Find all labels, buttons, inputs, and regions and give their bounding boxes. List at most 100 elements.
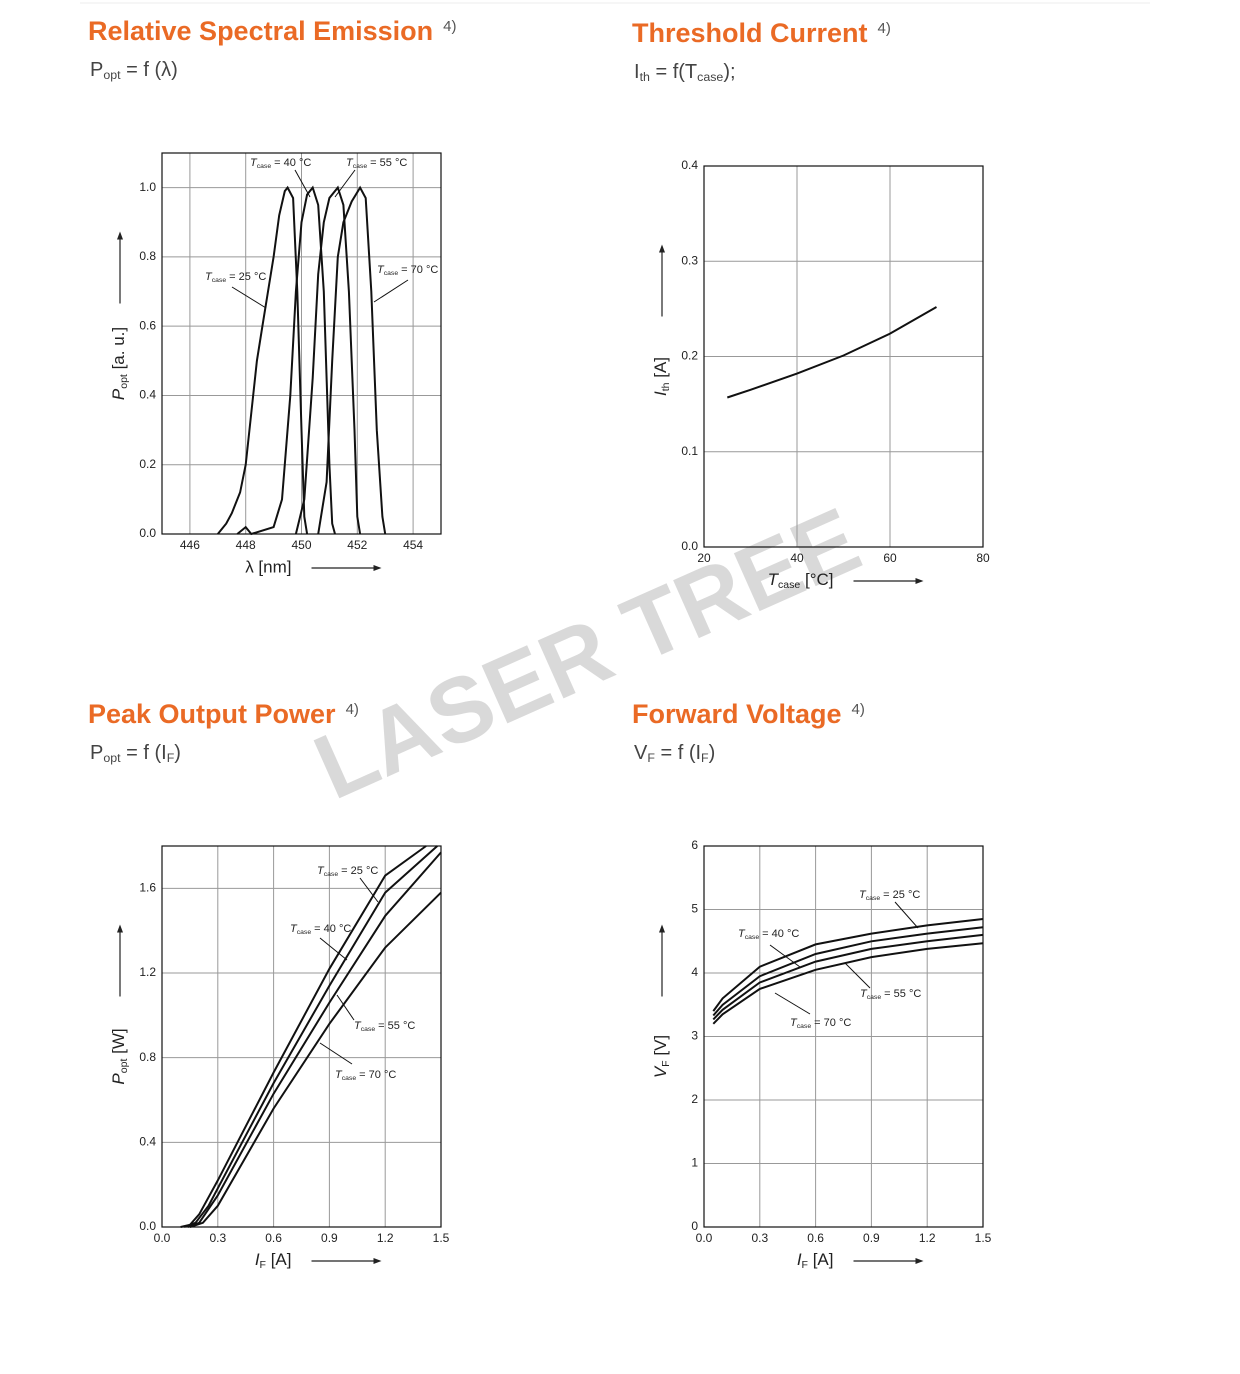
data-line	[712, 918, 984, 1012]
leader-line	[231, 286, 267, 309]
text-part: T	[346, 157, 354, 169]
y-tick-label: 0	[691, 1219, 698, 1233]
text-part: [A]	[651, 357, 670, 383]
text-part: case	[324, 871, 339, 878]
text-part: T	[790, 1017, 798, 1029]
y-tick-label: 0.2	[681, 349, 698, 363]
x-tick-label: 446	[180, 538, 200, 552]
y-tick-label: 0.0	[139, 526, 156, 540]
series-label: Tcase = 70 °C	[377, 264, 438, 277]
series-label: Tcase = 25 °C	[859, 889, 920, 902]
leader-line	[769, 944, 801, 968]
text-part: = f(T	[650, 61, 697, 83]
series-label: Tcase = 70 °C	[335, 1069, 396, 1082]
title-note: 4)	[852, 701, 865, 718]
text-part: case	[361, 1026, 376, 1033]
text-part: = f (λ)	[121, 59, 178, 81]
text-part: T	[250, 157, 258, 169]
text-part: T	[354, 1020, 362, 1032]
plot-frame	[703, 845, 984, 1228]
leader-line	[319, 937, 348, 961]
arrow-head	[659, 924, 665, 933]
leader-line	[359, 877, 379, 903]
text-part: )	[174, 742, 181, 764]
text-part: );	[723, 61, 735, 83]
series-label: Tcase = 55 °C	[346, 157, 407, 170]
data-line	[236, 185, 336, 536]
series-label: Tcase = 25 °C	[317, 865, 378, 878]
text-part: I	[797, 1250, 802, 1269]
text-part: T	[860, 988, 868, 1000]
y-tick-label: 0.8	[139, 249, 156, 263]
text-part: case	[384, 270, 399, 277]
text-part: th	[640, 70, 650, 84]
x-tick-label: 1.2	[919, 1231, 936, 1245]
y-axis-label: Ith [A]	[651, 357, 672, 396]
text-part: = 40 °C	[271, 157, 311, 169]
text-part: F	[802, 1259, 809, 1271]
text-part: F	[260, 1259, 267, 1271]
text-part: P	[109, 388, 128, 400]
x-tick-label: 40	[790, 551, 804, 565]
data-line	[726, 306, 937, 399]
y-axis-label: Popt [a. u.]	[109, 327, 130, 400]
x-tick-label: 0.6	[807, 1231, 824, 1245]
x-axis-label: Tcase [°C]	[768, 570, 834, 591]
leader-line	[334, 169, 356, 198]
text-part: = 70 °C	[811, 1017, 851, 1029]
plot-frame	[703, 165, 984, 548]
series-label: Tcase = 40 °C	[738, 928, 799, 941]
text-part: = 25 °C	[880, 889, 920, 901]
text-part: F	[701, 751, 709, 765]
text-part: = 70 °C	[356, 1069, 396, 1081]
y-tick-label: 0.2	[139, 457, 156, 471]
text-part: case	[867, 994, 882, 1001]
arrow-head	[373, 565, 382, 571]
data-line	[712, 942, 984, 1025]
text-part: case	[353, 163, 368, 170]
chart-subtitle: Popt = f (IF)	[90, 742, 181, 765]
x-axis-label: λ [nm]	[245, 557, 291, 576]
text-part: [W]	[109, 1028, 128, 1058]
text-part: opt	[118, 1059, 130, 1074]
arrow-head	[915, 578, 924, 584]
text-part: I	[651, 391, 670, 396]
y-axis-label: VF [V]	[651, 1035, 672, 1078]
text-part: case	[866, 895, 881, 902]
y-tick-label: 0.4	[139, 1135, 156, 1149]
series-label: Tcase = 55 °C	[354, 1020, 415, 1033]
text-part: T	[859, 889, 867, 901]
text-part: V	[651, 1065, 670, 1078]
x-tick-label: 1.2	[377, 1231, 394, 1245]
data-line	[187, 851, 442, 1228]
leader-line	[844, 962, 871, 989]
y-axis-label: Popt [W]	[109, 1028, 130, 1084]
x-tick-label: 0.0	[696, 1231, 713, 1245]
y-tick-label: 1	[691, 1156, 698, 1170]
text-part: case	[212, 277, 227, 284]
text-part: = 55 °C	[375, 1020, 415, 1032]
y-tick-label: 0.4	[139, 388, 156, 402]
series-label: Tcase = 40 °C	[250, 157, 311, 170]
chart-title: Relative Spectral Emission	[88, 16, 433, 46]
text-part: opt	[103, 68, 121, 82]
leader-line	[894, 901, 919, 929]
x-tick-label: 1.5	[433, 1231, 450, 1245]
x-tick-label: 450	[291, 538, 311, 552]
text-part: = f (I	[655, 742, 701, 764]
data-line	[712, 926, 984, 1017]
arrow-head	[373, 1258, 382, 1264]
text-part: T	[738, 928, 746, 940]
y-tick-label: 1.0	[139, 180, 156, 194]
text-part: case	[745, 934, 760, 941]
leader-line	[774, 992, 811, 1015]
series-label: Tcase = 25 °C	[205, 271, 266, 284]
y-tick-label: 5	[691, 902, 698, 916]
text-part: [A]	[808, 1250, 834, 1269]
x-tick-label: 60	[883, 551, 897, 565]
text-part: case	[342, 1075, 357, 1082]
plot-frame	[161, 152, 442, 535]
chart-title: Threshold Current	[632, 18, 868, 48]
text-part: case	[697, 70, 723, 84]
